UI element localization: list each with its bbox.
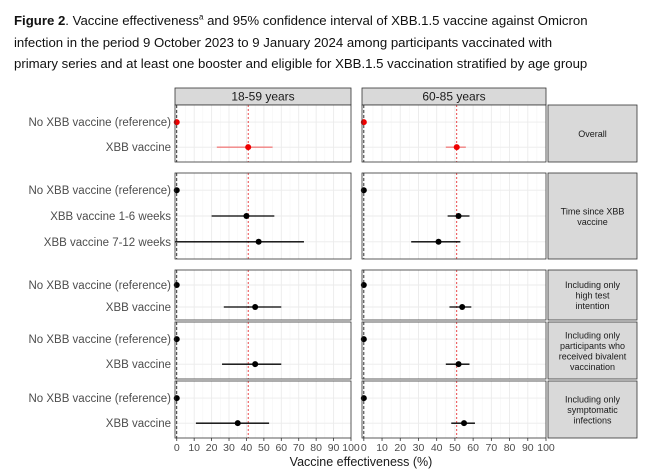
row-strip-label: high test	[575, 291, 610, 301]
x-tick-label: 0	[361, 442, 367, 454]
row-label: No XBB vaccine (reference)	[28, 185, 171, 197]
row-strip-label: Including only	[565, 280, 621, 290]
caption-line-2: infection in the period 9 October 2023 t…	[14, 34, 553, 50]
x-axis-label: Vaccine effectiveness (%)	[290, 455, 433, 469]
panel-border	[361, 269, 547, 321]
x-tick-label: 20	[206, 442, 218, 454]
panel-border	[174, 104, 352, 163]
point-estimate	[255, 238, 262, 245]
x-tick-label: 40	[431, 442, 443, 454]
panel-border	[174, 269, 352, 321]
caption-text: . Vaccine effectiveness	[65, 13, 199, 28]
row-strip-label: Overall	[578, 129, 607, 139]
row-strip	[547, 269, 638, 321]
row-strip-label: Including only	[565, 395, 621, 405]
x-tick-label: 20	[394, 442, 406, 454]
row-strip-label: participants who	[560, 341, 625, 351]
row-strip-label: Time since XBB	[561, 206, 625, 216]
row-strip-label: vaccination	[570, 362, 615, 372]
x-tick-label: 40	[241, 442, 253, 454]
figure-label: Figure 2	[14, 13, 66, 28]
panel-background	[362, 381, 546, 438]
x-tick-label: 30	[413, 442, 425, 454]
row-strip	[547, 104, 638, 163]
row-label: XBB vaccine 1-6 weeks	[50, 211, 171, 223]
x-tick-label: 100	[537, 442, 555, 454]
x-tick-label: 30	[223, 442, 235, 454]
row-label: No XBB vaccine (reference)	[28, 334, 171, 346]
row-label: XBB vaccine	[106, 359, 171, 371]
point-estimate	[459, 304, 466, 310]
panel-background	[362, 322, 546, 379]
caption-line-3: primary series and at least one booster …	[14, 56, 588, 71]
point-estimate	[455, 361, 462, 368]
row-label: XBB vaccine 7-12 weeks	[44, 237, 171, 249]
panel-background	[175, 381, 351, 438]
row-label: XBB vaccine	[106, 418, 171, 430]
row-label: No XBB vaccine (reference)	[28, 117, 171, 129]
row-label: XBB vaccine	[106, 302, 171, 314]
row-label: No XBB vaccine (reference)	[28, 280, 171, 292]
point-estimate	[453, 144, 460, 151]
point-estimate	[252, 361, 259, 368]
panel-border	[361, 104, 547, 163]
x-tick-label: 90	[522, 442, 534, 454]
x-tick-label: 60	[275, 442, 287, 454]
point-estimate	[252, 304, 259, 310]
panel-border	[361, 172, 547, 260]
panel-background	[362, 105, 546, 162]
row-strip-label: received bivalent	[559, 351, 627, 361]
row-label: XBB vaccine	[106, 142, 171, 154]
row-label: No XBB vaccine (reference)	[28, 393, 171, 405]
point-estimate	[234, 420, 241, 427]
point-estimate	[461, 420, 468, 427]
x-tick-label: 10	[188, 442, 200, 454]
point-estimate	[435, 238, 442, 245]
panel-background	[175, 270, 351, 320]
point-estimate	[455, 213, 462, 219]
row-strip-label: symptomatic	[567, 405, 618, 415]
row-strip-label: vaccine	[577, 217, 608, 227]
x-tick-label: 80	[504, 442, 516, 454]
x-tick-label: 50	[258, 442, 270, 454]
x-tick-label: 0	[174, 442, 180, 454]
row-strip-label: intention	[575, 301, 609, 311]
x-tick-label: 70	[293, 442, 305, 454]
panel-border	[174, 172, 352, 260]
row-strip-label: infections	[573, 416, 612, 426]
panel-border	[174, 380, 352, 439]
row-strip	[547, 321, 638, 380]
panel-border	[361, 380, 547, 439]
row-strip-label: Including only	[565, 330, 621, 340]
x-tick-label: 80	[310, 442, 322, 454]
row-strip	[547, 172, 638, 260]
x-tick-label: 90	[328, 442, 340, 454]
column-strip-label: 18-59 years	[231, 90, 294, 104]
panel-border	[361, 321, 547, 380]
panel-background	[175, 322, 351, 379]
column-strip-label: 60-85 years	[422, 90, 485, 104]
x-tick-label: 70	[486, 442, 498, 454]
x-tick-label: 100	[342, 442, 360, 454]
panel-background	[175, 105, 351, 162]
figure-caption: Figure 2. Vaccine effectivenessa and 95%…	[14, 10, 644, 75]
x-tick-label: 60	[467, 442, 479, 454]
row-strip	[547, 380, 638, 439]
x-tick-label: 10	[376, 442, 388, 454]
caption-text-cont: and 95% confidence interval of XBB.1.5 v…	[203, 13, 588, 28]
point-estimate	[245, 144, 252, 151]
panel-border	[174, 321, 352, 380]
caption-superscript: a	[198, 12, 204, 22]
point-estimate	[243, 213, 250, 219]
x-tick-label: 50	[449, 442, 461, 454]
panel-background	[362, 270, 546, 320]
